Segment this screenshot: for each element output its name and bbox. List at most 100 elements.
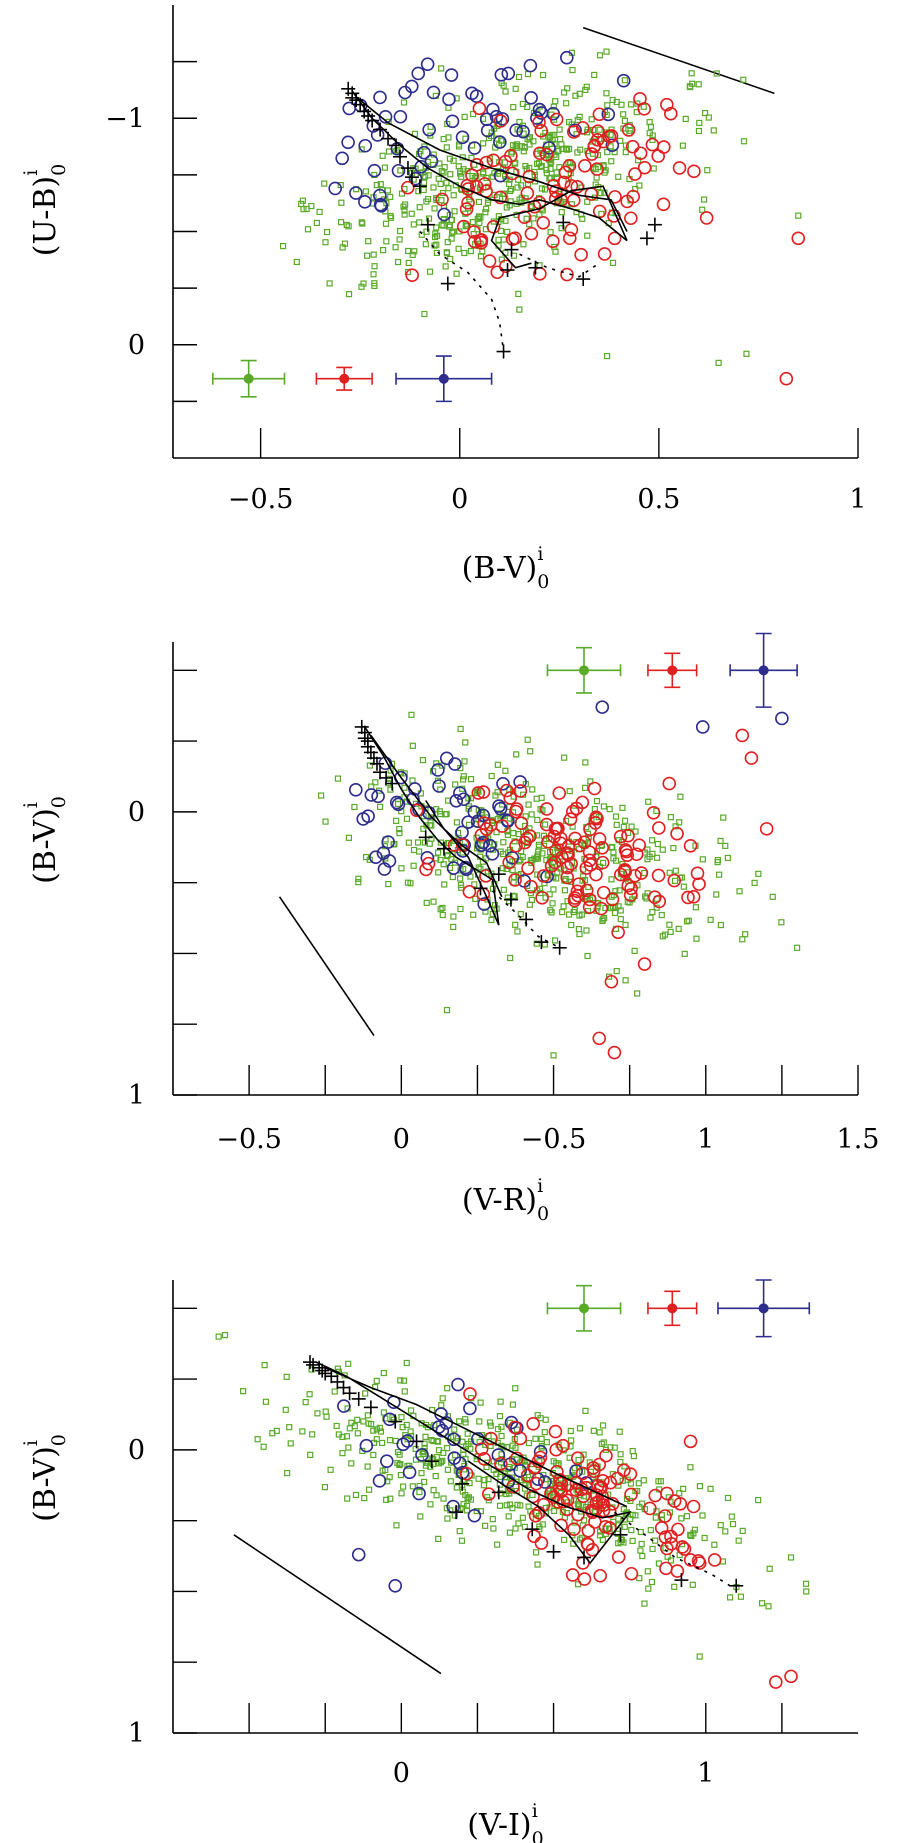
green-square-point bbox=[600, 859, 607, 866]
green-square-point bbox=[510, 829, 517, 837]
red-circle-point bbox=[534, 1536, 549, 1550]
green-square-point bbox=[456, 1528, 463, 1535]
blue-circle-point bbox=[373, 90, 387, 105]
red-circle-point bbox=[585, 1543, 600, 1557]
green-square-point bbox=[676, 819, 683, 826]
red-circle-point bbox=[608, 190, 622, 204]
green-square-point bbox=[366, 762, 374, 769]
green-square-point bbox=[769, 893, 776, 900]
x-tick-label: 1.5 bbox=[837, 1124, 880, 1155]
green-square-point bbox=[621, 77, 628, 84]
green-square-point bbox=[443, 250, 451, 257]
red-circle-point bbox=[419, 862, 433, 877]
red-circle-point bbox=[513, 784, 528, 798]
blue-circle-point bbox=[372, 1474, 387, 1488]
x-tick-label: −0.5 bbox=[228, 484, 294, 515]
blue-circle-point bbox=[524, 91, 538, 105]
green-square-point bbox=[405, 839, 412, 846]
red-circle-point bbox=[481, 1487, 496, 1501]
green-square-point bbox=[523, 215, 530, 222]
green-square-point bbox=[371, 263, 378, 270]
green-square-point bbox=[380, 1409, 388, 1416]
green-square-point bbox=[403, 815, 411, 822]
green-square-point bbox=[699, 206, 706, 213]
green-square-point bbox=[526, 901, 533, 908]
green-square-point bbox=[500, 839, 507, 846]
red-circle-point bbox=[524, 226, 539, 241]
y-axis-label-sup: i bbox=[20, 1440, 42, 1446]
red-circle-point bbox=[459, 1466, 474, 1481]
green-square-point bbox=[345, 1360, 352, 1367]
green-square-point bbox=[503, 1502, 510, 1509]
red-circle-point bbox=[465, 168, 479, 183]
green-square-point bbox=[396, 1451, 403, 1458]
red-circle-point bbox=[534, 124, 548, 138]
green-errorbar bbox=[546, 1284, 622, 1332]
green-square-point bbox=[438, 1402, 445, 1409]
green-square-point bbox=[313, 219, 320, 227]
green-square-point bbox=[437, 856, 444, 864]
green-square-point bbox=[416, 204, 423, 211]
green-square-point bbox=[644, 846, 651, 853]
red-circle-point bbox=[552, 786, 567, 800]
red-errorbar bbox=[315, 366, 373, 391]
green-square-point bbox=[710, 127, 717, 134]
green-square-point bbox=[387, 214, 395, 221]
green-square-point bbox=[554, 869, 561, 876]
blue-circle-point bbox=[367, 163, 382, 178]
red-circle-point bbox=[544, 859, 559, 873]
red-circle-point bbox=[462, 884, 477, 899]
green-square-point bbox=[400, 99, 408, 106]
plus-marker bbox=[519, 912, 534, 927]
green-square-point bbox=[381, 164, 388, 171]
green-square-point bbox=[422, 1462, 429, 1469]
green-square-point bbox=[334, 1365, 341, 1372]
y-tick-label: 1 bbox=[128, 1718, 145, 1749]
red-circle-point bbox=[554, 1476, 569, 1491]
red-circle-point bbox=[566, 804, 580, 819]
green-square-point bbox=[371, 280, 378, 287]
plus-marker bbox=[306, 1357, 321, 1372]
red-circle-point bbox=[683, 839, 698, 853]
green-square-point bbox=[438, 221, 445, 229]
green-square-point bbox=[533, 795, 540, 802]
green-square-point bbox=[536, 211, 543, 218]
blue-circle-point bbox=[349, 186, 363, 200]
red-circle-point bbox=[651, 149, 665, 163]
red-circle-point bbox=[521, 861, 535, 876]
x-axis-label: (V-I)0 i bbox=[467, 1800, 543, 1843]
red-circle-point bbox=[582, 892, 597, 907]
model-track-solid bbox=[315, 1361, 632, 1565]
green-square-point bbox=[629, 1447, 636, 1455]
red-circle-point bbox=[592, 1031, 607, 1046]
red-circle-point bbox=[611, 1550, 626, 1564]
green-square-point bbox=[351, 1423, 358, 1430]
red-circle-point bbox=[459, 202, 474, 216]
red-circle-point bbox=[652, 821, 666, 835]
red-circle-point bbox=[659, 1561, 673, 1576]
green-square-point bbox=[394, 1459, 401, 1467]
green-square-point bbox=[513, 751, 520, 758]
green-square-point bbox=[696, 1483, 704, 1490]
green-square-point bbox=[409, 1483, 416, 1490]
plus-marker bbox=[351, 1391, 366, 1406]
blue-circle-point bbox=[337, 1399, 351, 1413]
panel-3: 0 101(V-I)0i(B-V)0i bbox=[20, 1279, 858, 1843]
red-circle-point bbox=[670, 1564, 685, 1578]
green-square-point bbox=[345, 834, 352, 841]
green-square-point bbox=[531, 855, 538, 862]
green-square-point bbox=[513, 1426, 521, 1433]
green-square-point bbox=[487, 1422, 494, 1429]
green-square-point bbox=[701, 1534, 708, 1542]
green-square-point bbox=[407, 1407, 415, 1414]
green-square-point bbox=[385, 880, 392, 888]
green-square-point bbox=[632, 1487, 639, 1495]
green-square-point bbox=[576, 90, 583, 97]
green-square-point bbox=[419, 756, 427, 764]
green-square-point bbox=[679, 142, 686, 149]
green-square-point bbox=[397, 1471, 405, 1479]
red-circle-point bbox=[624, 1566, 639, 1581]
blue-circle-point bbox=[491, 1448, 506, 1462]
red-circle-point bbox=[707, 1553, 722, 1567]
green-square-point bbox=[334, 775, 342, 782]
